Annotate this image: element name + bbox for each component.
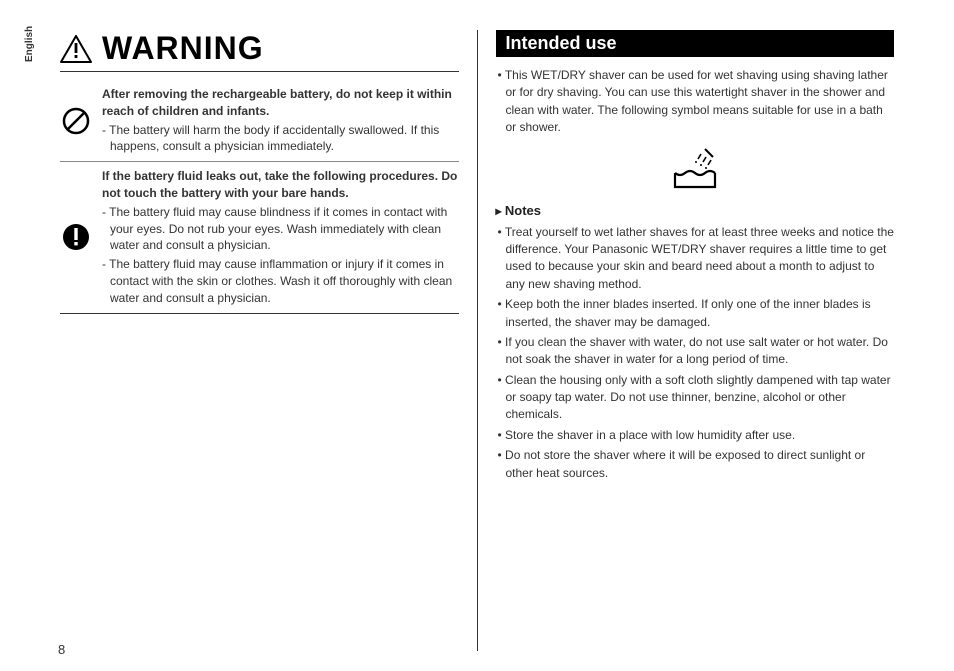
warning-block-2: If the battery fluid leaks out, take the… [60, 162, 459, 313]
warning-block-1-text: After removing the rechargeable battery,… [102, 86, 459, 155]
note-0: • Treat yourself to wet lather shaves fo… [496, 224, 895, 294]
note-5: • Do not store the shaver where it will … [496, 447, 895, 482]
page-number: 8 [58, 642, 65, 657]
warning-header: WARNING [60, 30, 459, 72]
note-1: • Keep both the inner blades inserted. I… [496, 296, 895, 331]
warning-block-1: After removing the rechargeable battery,… [60, 80, 459, 162]
intended-use-intro: • This WET/DRY shaver can be used for we… [496, 67, 895, 137]
prohibit-icon [60, 86, 92, 155]
manual-page: English WARNING After removing the recha… [0, 0, 954, 671]
left-column: WARNING After removing the rechargeable … [60, 30, 477, 651]
warning-2-bold: If the battery fluid leaks out, take the… [102, 168, 459, 202]
content-columns: WARNING After removing the rechargeable … [60, 30, 914, 651]
warning-1-bold: After removing the rechargeable battery,… [102, 86, 459, 120]
warning-2-sub-1: - The battery fluid may cause inflammati… [102, 256, 459, 306]
warning-2-sub-0: - The battery fluid may cause blindness … [102, 204, 459, 254]
note-2: • If you clean the shaver with water, do… [496, 334, 895, 369]
note-3: • Clean the housing only with a soft clo… [496, 372, 895, 424]
intended-use-heading: Intended use [496, 30, 895, 57]
warning-block-2-text: If the battery fluid leaks out, take the… [102, 168, 459, 306]
warning-triangle-icon [60, 35, 92, 63]
bath-shower-symbol [496, 147, 895, 189]
warning-title: WARNING [102, 30, 264, 67]
language-tab: English [24, 26, 35, 62]
exclaim-icon [60, 168, 92, 306]
notes-heading: Notes [496, 203, 895, 218]
right-column: Intended use • This WET/DRY shaver can b… [477, 30, 915, 651]
warning-1-sub-0: - The battery will harm the body if acci… [102, 122, 459, 156]
note-4: • Store the shaver in a place with low h… [496, 427, 895, 444]
